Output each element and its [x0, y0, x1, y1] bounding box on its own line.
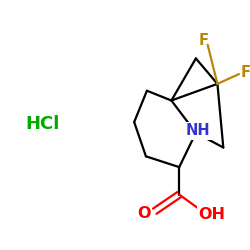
- Text: F: F: [241, 64, 250, 80]
- Text: F: F: [199, 33, 209, 48]
- Text: HCl: HCl: [26, 115, 60, 133]
- Text: NH: NH: [186, 124, 210, 138]
- Text: OH: OH: [198, 207, 225, 222]
- Text: O: O: [137, 206, 151, 221]
